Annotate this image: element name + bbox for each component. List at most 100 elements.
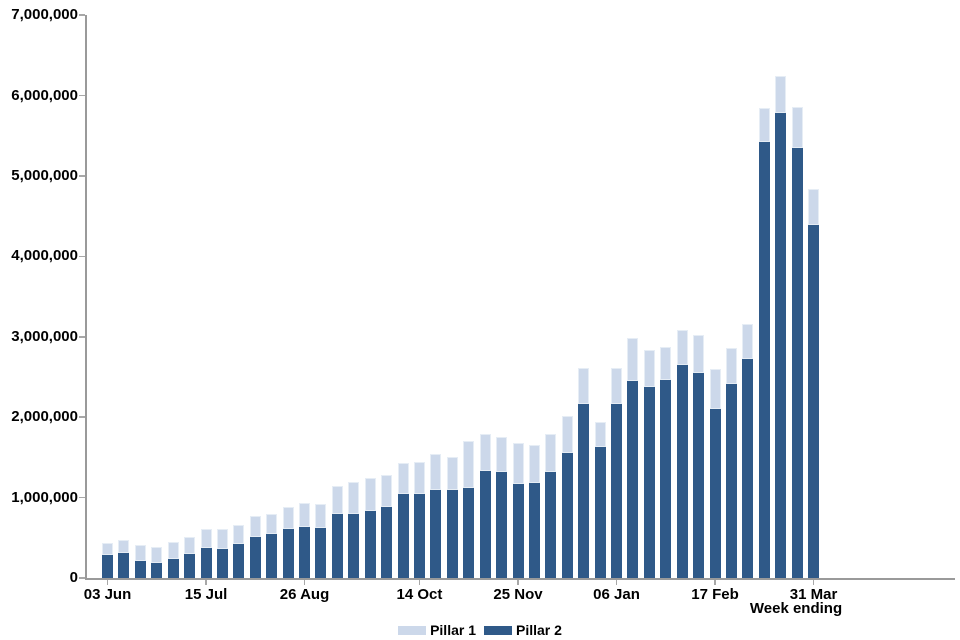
bar-segment-pillar1 xyxy=(200,529,212,548)
bar-segment-pillar1 xyxy=(184,536,196,554)
bar-segment-pillar1 xyxy=(348,482,360,515)
bar-segment-pillar1 xyxy=(758,108,770,143)
y-axis-tick-label: 4,000,000 xyxy=(11,247,78,265)
y-axis-tick xyxy=(79,94,85,97)
bar-segment-pillar2 xyxy=(643,387,655,578)
bar-segment-pillar1 xyxy=(446,457,458,491)
bar-segment-pillar1 xyxy=(479,433,491,472)
bar-segment-pillar2 xyxy=(693,372,705,578)
y-axis-tick-label: 6,000,000 xyxy=(11,86,78,104)
bar-segment-pillar2 xyxy=(282,528,294,578)
y-axis-tick-label: 5,000,000 xyxy=(11,167,78,184)
bar-segment-pillar2 xyxy=(430,490,442,578)
bar-segment-pillar2 xyxy=(348,514,360,578)
bar-segment-pillar1 xyxy=(725,348,737,385)
x-axis-tick xyxy=(106,580,109,585)
y-axis-tick xyxy=(79,175,85,177)
x-axis-tick-label: 14 Oct xyxy=(396,586,443,603)
bar-segment-pillar2 xyxy=(397,494,409,578)
bar-segment-pillar1 xyxy=(413,462,425,494)
bar-segment-pillar2 xyxy=(134,561,146,578)
x-axis-tick-label: 06 Jan xyxy=(593,586,640,603)
bar-segment-pillar2 xyxy=(627,381,639,578)
bar-segment-pillar2 xyxy=(315,527,327,578)
y-axis-tick-label: 1,000,000 xyxy=(11,488,78,506)
bar-segment-pillar1 xyxy=(118,540,130,554)
y-axis-line xyxy=(85,15,87,579)
bar-segment-pillar1 xyxy=(397,463,409,495)
bar-segment-pillar1 xyxy=(216,528,228,549)
bar-segment-pillar1 xyxy=(791,106,803,148)
bar-segment-pillar1 xyxy=(463,441,475,488)
x-axis-tick xyxy=(205,580,207,585)
bar-segment-pillar1 xyxy=(167,542,179,560)
bar-segment-pillar1 xyxy=(611,367,623,404)
bar-segment-pillar1 xyxy=(331,485,343,514)
legend-label-pillar2: Pillar 2 xyxy=(516,622,562,638)
bar-segment-pillar1 xyxy=(102,543,113,556)
bar-segment-pillar1 xyxy=(299,502,311,528)
y-axis-tick-label: 2,000,000 xyxy=(11,408,78,426)
bar-segment-pillar2 xyxy=(299,527,311,578)
x-axis-tick-label: 17 Feb xyxy=(691,586,739,603)
bar-segment-pillar1 xyxy=(545,434,557,472)
bar-segment-pillar2 xyxy=(676,364,688,578)
bar-segment-pillar2 xyxy=(167,559,179,578)
bar-segment-pillar2 xyxy=(200,547,212,578)
x-axis-tick-label: 25 Nov xyxy=(493,586,543,603)
x-axis-line xyxy=(85,578,955,580)
bar-segment-pillar2 xyxy=(364,511,376,578)
bar-segment-pillar1 xyxy=(528,444,540,483)
bar-segment-pillar2 xyxy=(742,358,754,578)
bar-segment-pillar2 xyxy=(545,471,557,578)
bar-segment-pillar2 xyxy=(266,533,278,578)
x-axis-title: Week ending xyxy=(749,600,843,617)
bar-segment-pillar1 xyxy=(233,525,245,545)
bar-segment-pillar1 xyxy=(660,346,672,380)
bar-segment-pillar1 xyxy=(512,442,524,484)
x-axis-tick xyxy=(517,580,519,585)
bar-segment-pillar2 xyxy=(249,536,261,578)
bar-segment-pillar1 xyxy=(364,477,376,512)
bar-segment-pillar2 xyxy=(512,483,524,578)
bar-segment-pillar2 xyxy=(151,562,163,578)
x-axis-tick-label: 26 Aug xyxy=(279,586,330,603)
bar-segment-pillar2 xyxy=(381,506,393,578)
bar-segment-pillar1 xyxy=(134,545,146,562)
y-axis-tick-label: 7,000,000 xyxy=(11,6,78,24)
y-axis-tick xyxy=(79,14,85,16)
bar-segment-pillar2 xyxy=(463,487,475,578)
bar-segment-pillar1 xyxy=(578,367,590,404)
bar-segment-pillar1 xyxy=(808,188,820,226)
bar-segment-pillar1 xyxy=(775,75,787,114)
y-axis-tick xyxy=(79,577,85,579)
y-axis-tick-label: 3,000,000 xyxy=(11,327,78,345)
bar-segment-pillar2 xyxy=(479,471,491,578)
bar-segment-pillar2 xyxy=(725,384,737,578)
legend-swatch-pillar1 xyxy=(398,625,427,635)
x-axis-tick-label: 03 Jun xyxy=(83,586,132,603)
legend-swatch-pillar2 xyxy=(484,625,512,635)
bar-segment-pillar2 xyxy=(578,403,590,578)
bar-segment-pillar1 xyxy=(282,506,294,529)
bar-segment-pillar1 xyxy=(430,454,442,491)
x-axis-tick xyxy=(615,580,618,585)
bar-segment-pillar2 xyxy=(808,225,820,578)
x-axis-tick-label: 15 Jul xyxy=(184,586,228,603)
bar-segment-pillar1 xyxy=(151,547,163,563)
bar-segment-pillar2 xyxy=(118,553,130,578)
bar-segment-pillar1 xyxy=(381,474,393,507)
bar-segment-pillar1 xyxy=(709,368,721,409)
x-axis-tick xyxy=(812,580,815,585)
bar-segment-pillar2 xyxy=(446,490,458,578)
bar-segment-pillar2 xyxy=(528,482,540,578)
bar-segment-pillar2 xyxy=(775,113,787,578)
bar-segment-pillar1 xyxy=(693,335,705,373)
bar-segment-pillar2 xyxy=(709,408,721,578)
x-axis-tick xyxy=(418,580,421,585)
bar-segment-pillar1 xyxy=(561,415,573,454)
bar-segment-pillar2 xyxy=(660,379,672,578)
bar-segment-pillar1 xyxy=(676,329,688,365)
y-axis-tick xyxy=(79,255,85,258)
bar-segment-pillar1 xyxy=(594,422,606,447)
